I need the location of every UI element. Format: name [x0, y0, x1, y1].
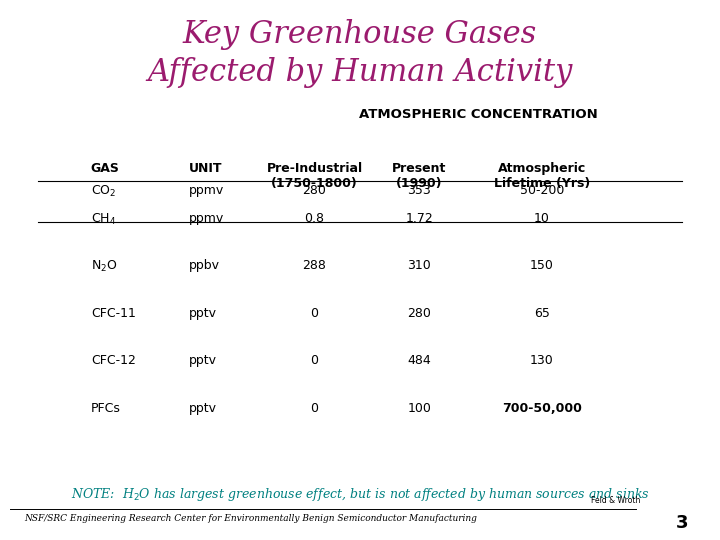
Text: CFC-12: CFC-12 — [91, 354, 135, 367]
Text: 484: 484 — [408, 354, 431, 367]
Text: pptv: pptv — [189, 307, 217, 320]
Text: PFCs: PFCs — [91, 402, 121, 415]
Text: 100: 100 — [408, 402, 431, 415]
Text: 288: 288 — [302, 259, 326, 272]
Text: 280: 280 — [408, 307, 431, 320]
Text: 280: 280 — [302, 184, 326, 197]
Text: 310: 310 — [408, 259, 431, 272]
Text: 1.72: 1.72 — [405, 212, 433, 225]
Text: 3: 3 — [676, 514, 688, 532]
Text: 50-200: 50-200 — [520, 184, 564, 197]
Text: 0.8: 0.8 — [305, 212, 325, 225]
Text: ppmv: ppmv — [189, 184, 224, 197]
Text: UNIT: UNIT — [189, 162, 222, 175]
Text: 700-50,000: 700-50,000 — [502, 402, 582, 415]
Text: ppbv: ppbv — [189, 259, 220, 272]
Text: CH$_4$: CH$_4$ — [91, 212, 116, 227]
Text: 10: 10 — [534, 212, 550, 225]
Text: CFC-11: CFC-11 — [91, 307, 135, 320]
Text: 130: 130 — [530, 354, 554, 367]
Text: pptv: pptv — [189, 354, 217, 367]
Text: Affected by Human Activity: Affected by Human Activity — [148, 57, 572, 87]
Text: ATMOSPHERIC CONCENTRATION: ATMOSPHERIC CONCENTRATION — [359, 108, 598, 121]
Text: Key Greenhouse Gases: Key Greenhouse Gases — [183, 19, 537, 50]
Text: NOTE:  H$_2$O has largest greenhouse effect, but is not affected by human source: NOTE: H$_2$O has largest greenhouse effe… — [71, 486, 649, 503]
Text: 0: 0 — [310, 354, 318, 367]
Text: 0: 0 — [310, 307, 318, 320]
Text: GAS: GAS — [91, 162, 120, 175]
Text: ppmv: ppmv — [189, 212, 224, 225]
Text: NSF/SRC Engineering Research Center for Environmentally Benign Semiconductor Man: NSF/SRC Engineering Research Center for … — [24, 514, 477, 523]
Text: Atmospheric
Lifetime (Yrs): Atmospheric Lifetime (Yrs) — [494, 162, 590, 190]
Text: 150: 150 — [530, 259, 554, 272]
Text: Present
(1990): Present (1990) — [392, 162, 446, 190]
Text: Pre-Industrial
(1750-1800): Pre-Industrial (1750-1800) — [266, 162, 363, 190]
Text: Feld & Wroth: Feld & Wroth — [590, 496, 640, 505]
Text: 353: 353 — [408, 184, 431, 197]
Text: 65: 65 — [534, 307, 550, 320]
Text: 0: 0 — [310, 402, 318, 415]
Text: pptv: pptv — [189, 402, 217, 415]
Text: CO$_2$: CO$_2$ — [91, 184, 116, 199]
Text: N$_2$O: N$_2$O — [91, 259, 117, 274]
